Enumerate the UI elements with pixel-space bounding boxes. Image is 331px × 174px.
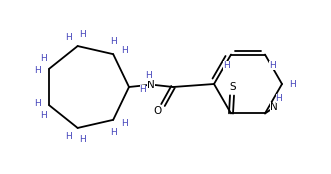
Text: H: H	[79, 135, 86, 144]
Text: H: H	[140, 85, 146, 93]
Text: H: H	[223, 61, 229, 70]
Text: S: S	[230, 82, 236, 92]
Text: H: H	[65, 33, 72, 42]
Text: H: H	[269, 61, 275, 70]
Text: H: H	[276, 94, 282, 103]
Text: O: O	[154, 106, 162, 116]
Text: H: H	[121, 119, 128, 128]
Text: H: H	[145, 72, 151, 81]
Text: H: H	[34, 66, 40, 75]
Text: H: H	[65, 132, 72, 141]
Text: H: H	[79, 30, 86, 39]
Text: N: N	[270, 102, 278, 112]
Text: H: H	[290, 80, 296, 89]
Text: H: H	[111, 37, 117, 46]
Text: H: H	[40, 111, 47, 120]
Text: H: H	[34, 99, 40, 108]
Text: N: N	[147, 80, 155, 90]
Text: H: H	[111, 128, 117, 137]
Text: H: H	[121, 46, 128, 55]
Text: H: H	[40, 54, 47, 63]
